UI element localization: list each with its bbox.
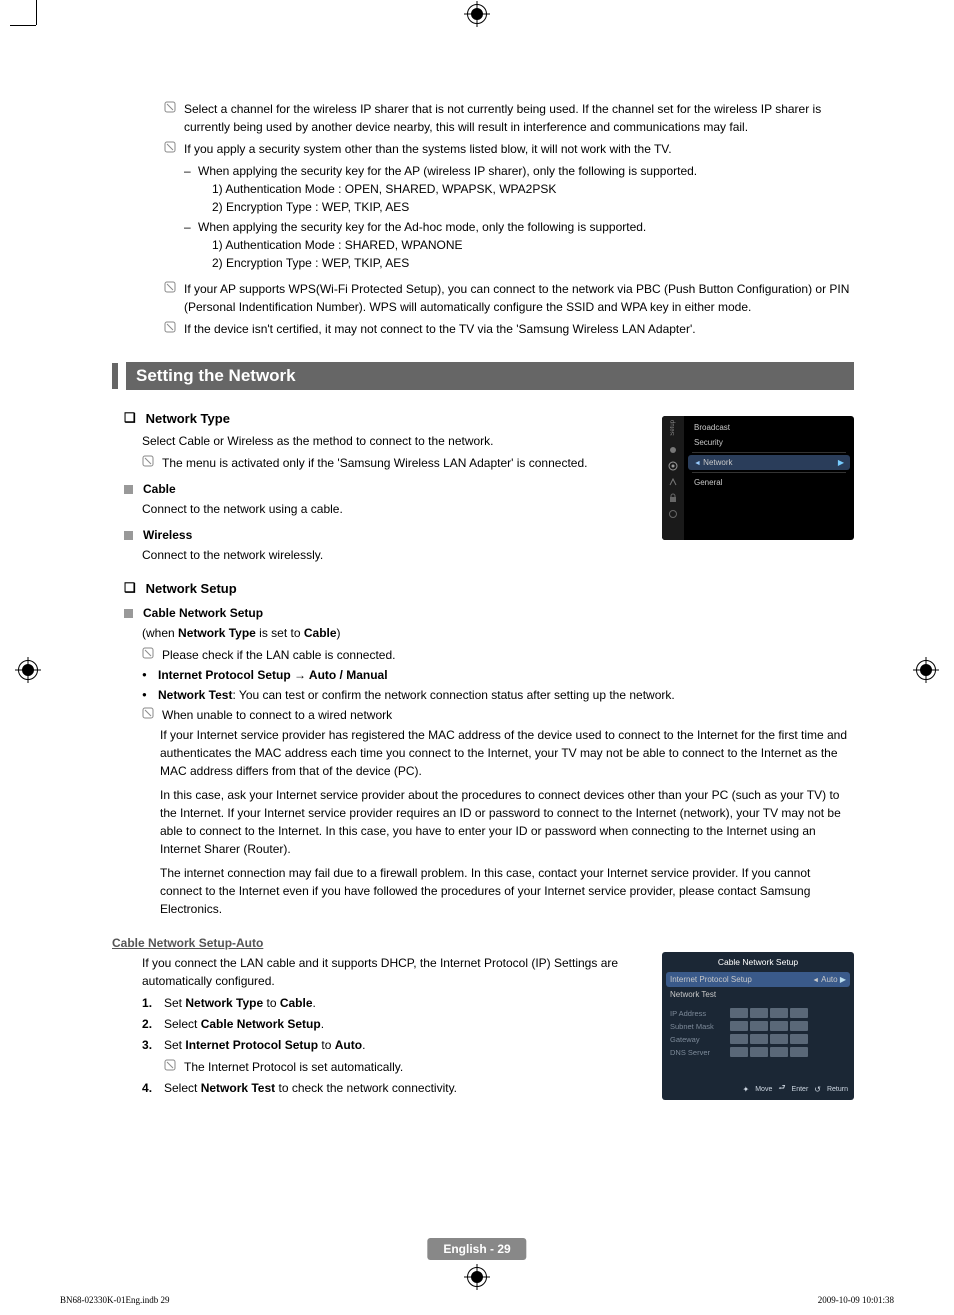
bullet-list: Internet Protocol Setup → Auto / Manual … — [142, 666, 854, 704]
ip-row: DNS Server — [670, 1047, 846, 1057]
ip-grid: IP Address Subnet Mask Gateway DNS Serve… — [670, 1008, 846, 1057]
sidebar: Setup — [662, 416, 684, 540]
antenna-icon — [668, 477, 678, 487]
dash-list: When applying the security key for the A… — [184, 162, 854, 272]
dialog-title: Cable Network Setup — [662, 952, 854, 972]
bullet-item: Internet Protocol Setup → Auto / Manual — [142, 666, 854, 684]
note-text: Select a channel for the wireless IP sha… — [184, 100, 854, 136]
note-icon — [142, 707, 156, 724]
menu-item[interactable]: Broadcast — [684, 420, 854, 435]
note-text: If you apply a security system other tha… — [184, 142, 672, 156]
page: Select a channel for the wireless IP sha… — [0, 0, 954, 1315]
when-text: (when Network Type is set to Cable) — [142, 624, 854, 642]
enter-icon: ⮐ — [778, 1082, 785, 1096]
globe-icon — [668, 509, 678, 519]
section-bar-icon — [112, 363, 118, 389]
registration-mark-icon — [467, 1267, 487, 1287]
box-heading: Cable Network Setup — [124, 606, 854, 620]
move-icon: ✦ — [743, 1085, 750, 1094]
bullet-item: Network Test: You can test or confirm th… — [142, 686, 854, 704]
row[interactable]: Network Test — [662, 987, 854, 1002]
dash-item: When applying the security key for the A… — [184, 218, 854, 272]
chevron-right-icon: ▶ — [838, 458, 844, 467]
sub-lines: 1) Authentication Mode : SHARED, WPANONE… — [212, 236, 854, 272]
note-icon — [142, 455, 156, 472]
chevron-right-icon: ▶ — [840, 975, 846, 984]
sub-lines: 1) Authentication Mode : OPEN, SHARED, W… — [212, 180, 854, 216]
underline-heading: Cable Network Setup-Auto — [112, 936, 854, 950]
note-text: When unable to connect to a wired networ… — [162, 706, 392, 724]
body-text: Connect to the network wirelessly. — [142, 546, 854, 564]
note-item: If your AP supports WPS(Wi-Fi Protected … — [164, 280, 854, 316]
note-text: If the device isn't certified, it may no… — [184, 320, 696, 338]
ip-row: Gateway — [670, 1034, 846, 1044]
registration-mark-icon — [467, 4, 487, 24]
paragraphs: If your Internet service provider has re… — [160, 726, 854, 918]
setup-menu-screenshot: Setup Broadcast Security ◄ Network ▶ — [662, 416, 854, 540]
divider — [692, 472, 846, 473]
note-icon — [164, 101, 178, 136]
menu-item[interactable]: Security — [684, 435, 854, 450]
plug-icon — [668, 445, 678, 455]
note-text: If your AP supports WPS(Wi-Fi Protected … — [184, 280, 854, 316]
hollow-square-icon: ❏ — [124, 580, 136, 596]
note-item: If you apply a security system other tha… — [164, 140, 854, 276]
crop-mark — [36, 0, 37, 25]
lock-icon — [668, 493, 678, 503]
print-timestamp: 2009-10-09 10:01:38 — [818, 1295, 894, 1305]
ip-row: Subnet Mask — [670, 1021, 846, 1031]
note-text-wrapper: If you apply a security system other tha… — [184, 140, 854, 276]
note-text: The menu is activated only if the 'Samsu… — [162, 454, 587, 472]
menu-list: Broadcast Security ◄ Network ▶ General — [684, 416, 854, 540]
note-icon — [164, 1059, 178, 1077]
sidebar-label: Setup — [670, 420, 676, 436]
q-heading: ❏ Network Setup — [124, 580, 854, 596]
note-icon — [164, 141, 178, 276]
body-text: If you connect the LAN cable and it supp… — [142, 954, 662, 990]
gear-icon — [668, 461, 678, 471]
intro-note-list: Select a channel for the wireless IP sha… — [164, 100, 854, 338]
menu-item[interactable]: General — [684, 475, 854, 490]
hollow-square-icon: ❏ — [124, 410, 136, 426]
cable-network-setup-screenshot: Cable Network Setup Internet Protocol Se… — [662, 952, 854, 1100]
note: When unable to connect to a wired networ… — [142, 706, 854, 724]
dash-item: When applying the security key for the A… — [184, 162, 854, 216]
heading-text: Network Setup — [146, 581, 237, 596]
heading-text: Network Type — [146, 411, 230, 426]
note: Please check if the LAN cable is connect… — [142, 646, 854, 664]
note-icon — [164, 321, 178, 338]
content-area: Select a channel for the wireless IP sha… — [112, 100, 854, 1100]
divider — [692, 452, 846, 453]
section-header: Setting the Network — [112, 362, 854, 390]
page-footer: English - 29 — [427, 1238, 526, 1260]
registration-mark-icon — [18, 660, 38, 680]
dialog-footer: ✦Move ⮐Enter ↺Return — [743, 1082, 848, 1096]
ip-row: IP Address — [670, 1008, 846, 1018]
network-type-block: ❏ Network Type Select Cable or Wireless … — [112, 410, 854, 564]
note-item: If the device isn't certified, it may no… — [164, 320, 854, 338]
note-icon — [142, 647, 156, 664]
auto-setup-block: Cable Network Setup-Auto If you connect … — [112, 936, 854, 1098]
indb-filename: BN68-02330K-01Eng.indb 29 — [60, 1295, 170, 1305]
note-icon — [164, 281, 178, 316]
filled-square-icon — [124, 531, 133, 540]
note-item: Select a channel for the wireless IP sha… — [164, 100, 854, 136]
section-title: Setting the Network — [126, 362, 854, 390]
crop-mark — [10, 25, 36, 26]
note-text: Please check if the LAN cable is connect… — [162, 646, 395, 664]
return-icon: ↺ — [814, 1085, 821, 1094]
menu-item-selected[interactable]: ◄ Network ▶ — [688, 455, 850, 470]
row-selected[interactable]: Internet Protocol Setup ◄ Auto ▶ — [666, 972, 850, 987]
filled-square-icon — [124, 485, 133, 494]
registration-mark-icon — [916, 660, 936, 680]
filled-square-icon — [124, 609, 133, 618]
